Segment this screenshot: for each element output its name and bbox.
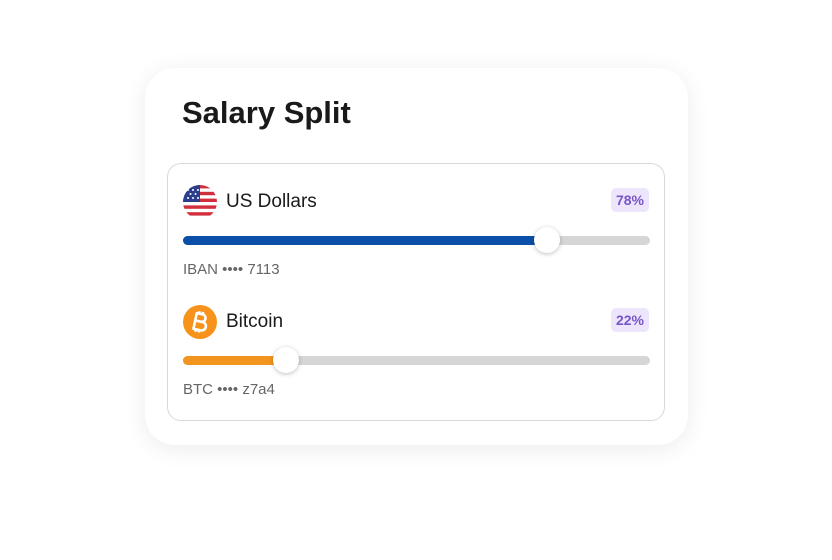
card-title: Salary Split bbox=[182, 95, 351, 130]
percent-badge: 22% bbox=[610, 308, 649, 332]
currency-name: US Dollars bbox=[226, 191, 317, 212]
slider-knob[interactable] bbox=[272, 347, 299, 373]
account-number: BTC •••• z7a4 bbox=[183, 381, 275, 398]
split-row: Bitcoin 22% BTC •••• z7a4 bbox=[168, 284, 664, 404]
account-number: IBAN •••• 7113 bbox=[183, 261, 280, 278]
salary-split-card: Salary Split US Dollars 78% IBAN •••• 7113… bbox=[145, 68, 688, 445]
split-row: US Dollars 78% IBAN •••• 7113 bbox=[168, 164, 664, 284]
slider-track[interactable] bbox=[183, 347, 650, 373]
slider-track[interactable] bbox=[183, 227, 650, 253]
slider-fill bbox=[183, 236, 548, 245]
slider-fill bbox=[183, 356, 286, 365]
currency-name: Bitcoin bbox=[226, 311, 284, 332]
slider-knob[interactable] bbox=[534, 227, 561, 253]
bitcoin-icon bbox=[183, 305, 217, 339]
split-list: US Dollars 78% IBAN •••• 7113 Bitcoin 22% BT… bbox=[167, 163, 665, 421]
percent-badge: 78% bbox=[610, 188, 649, 212]
us-flag-icon bbox=[183, 185, 217, 219]
